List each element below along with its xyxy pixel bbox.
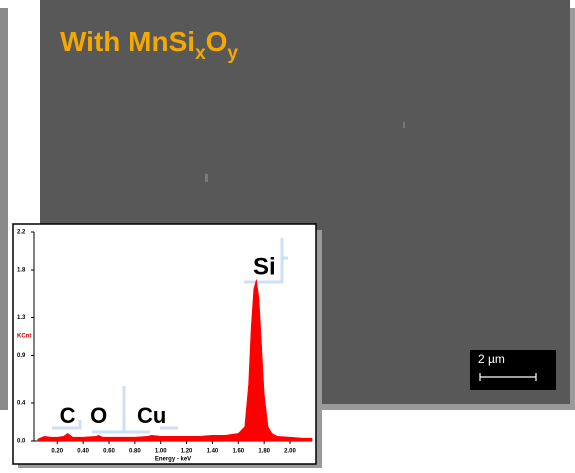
scale-bar-label: 2 µm: [478, 352, 505, 366]
x-tick-label: 0.40: [77, 449, 89, 455]
title-text: With MnSi: [60, 26, 195, 57]
x-tick-label: 0.80: [129, 449, 141, 455]
peak-label: C: [60, 403, 76, 428]
y-tick-label: 0.0: [17, 439, 26, 445]
title-text: O: [206, 26, 228, 57]
peak-label: Si: [253, 253, 276, 280]
page: With MnSixOy 2 µm 0.00.40.91.31.82.20.20…: [0, 0, 575, 468]
peak-label: Cu: [137, 403, 166, 428]
peak-label: O: [90, 403, 107, 428]
x-tick-label: 2.00: [284, 449, 296, 455]
y-tick-label: 1.3: [17, 315, 26, 321]
x-tick-label: 1.80: [258, 449, 270, 455]
x-tick-label: 1.20: [181, 449, 193, 455]
y-tick-label: 0.4: [17, 401, 26, 407]
y-axis-label: KCnt: [17, 334, 31, 340]
x-tick-label: 0.20: [51, 449, 63, 455]
x-tick-label: 1.00: [155, 449, 167, 455]
particle: [403, 122, 405, 128]
x-tick-label: 1.40: [207, 449, 219, 455]
title-subscript: y: [227, 43, 238, 64]
title-subscript: x: [195, 43, 206, 64]
particle: [205, 174, 208, 182]
y-tick-label: 1.8: [17, 268, 26, 274]
figure: With MnSixOy 2 µm 0.00.40.91.31.82.20.20…: [0, 0, 575, 468]
x-axis-label: Energy - keV: [155, 457, 191, 463]
y-tick-label: 0.9: [17, 353, 26, 359]
left-edge-image: [0, 8, 8, 410]
x-tick-label: 1.60: [232, 449, 244, 455]
y-tick-label: 2.2: [17, 230, 26, 236]
x-tick-label: 0.60: [103, 449, 115, 455]
